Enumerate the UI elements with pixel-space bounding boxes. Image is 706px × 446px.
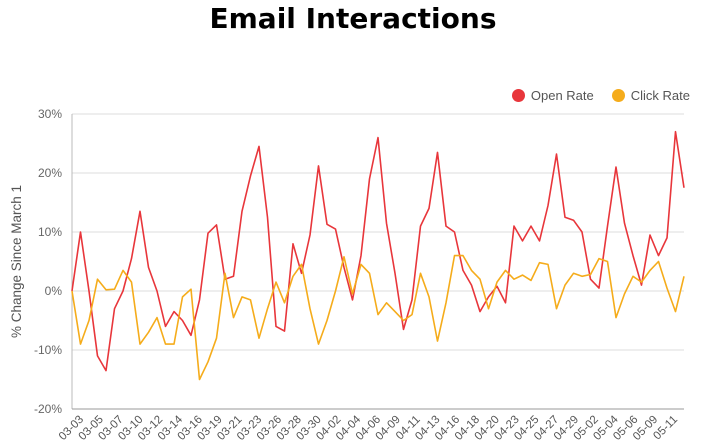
legend: Open Rate Click Rate	[511, 88, 690, 103]
y-tick-label: 10%	[38, 225, 62, 239]
legend-swatch-open-rate	[511, 89, 525, 102]
legend-label-click-rate: Click Rate	[630, 88, 690, 103]
y-tick-label: 20%	[38, 166, 62, 180]
y-tick-label: 0%	[45, 284, 63, 298]
chart-title: Email Interactions	[209, 2, 497, 35]
y-tick-label: -10%	[34, 343, 62, 357]
y-tick-label: 30%	[38, 107, 62, 121]
legend-item-click-rate[interactable]: Click Rate	[611, 88, 690, 103]
y-tick-label: -20%	[34, 402, 62, 416]
y-axis-label: % Change Since March 1	[9, 185, 24, 338]
series-line-open-rate	[71, 130, 685, 372]
legend-swatch-click-rate	[611, 89, 625, 102]
series-line-click-rate	[71, 254, 685, 381]
legend-item-open-rate[interactable]: Open Rate	[511, 88, 594, 103]
legend-label-open-rate: Open Rate	[530, 88, 594, 103]
